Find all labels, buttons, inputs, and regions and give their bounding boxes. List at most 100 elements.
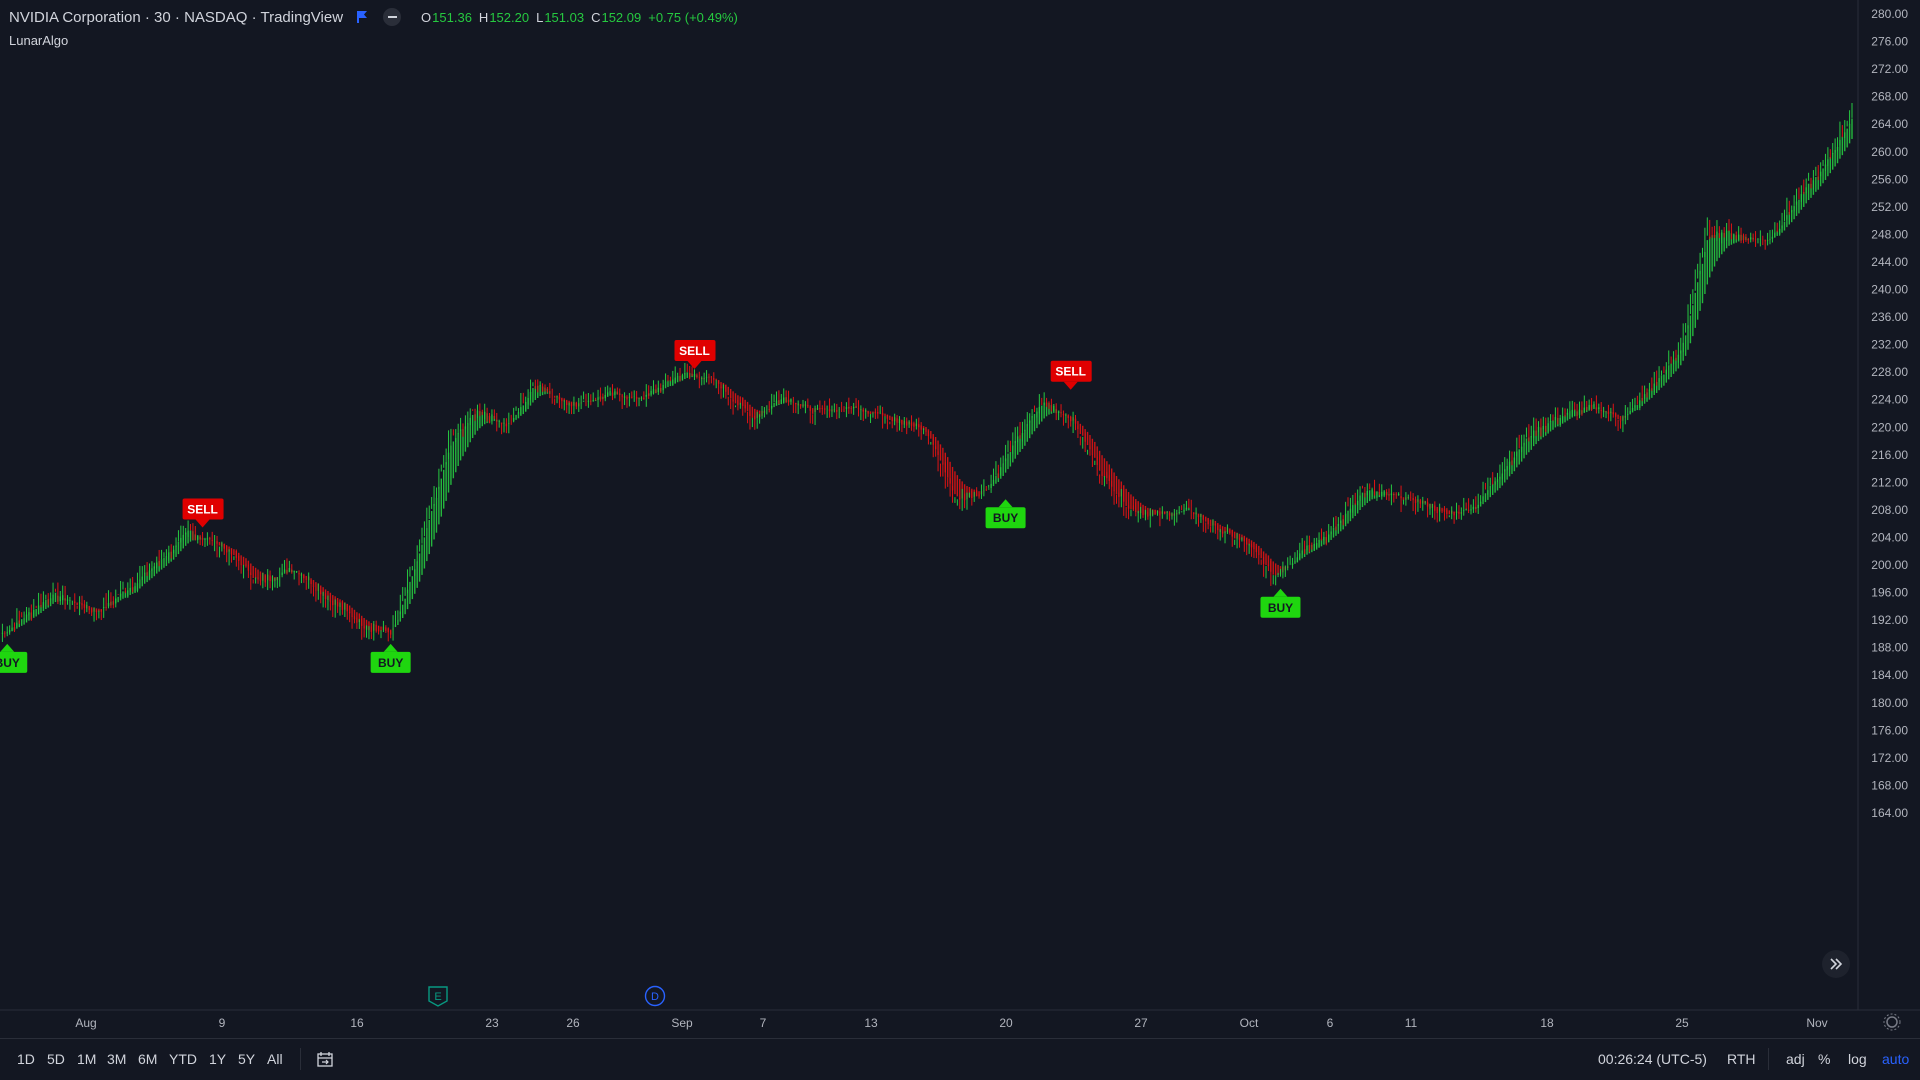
sell-signal-label: SELL bbox=[182, 498, 224, 528]
candles bbox=[1, 102, 1853, 642]
price-tick-label: 196.00 bbox=[1871, 586, 1908, 600]
range-1d-button[interactable]: 1D bbox=[17, 1051, 35, 1067]
time-tick-label: 11 bbox=[1405, 1016, 1418, 1030]
signal-labels: BUY SELL BUY SELL BUY SELL BUY bbox=[0, 340, 1301, 673]
range-all-button[interactable]: All bbox=[267, 1051, 283, 1067]
price-tick-label: 268.00 bbox=[1871, 90, 1908, 104]
time-tick-label: 6 bbox=[1327, 1016, 1334, 1030]
buy-signal-label: BUY bbox=[985, 499, 1026, 529]
svg-text:SELL: SELL bbox=[679, 344, 710, 358]
time-tick-label: Aug bbox=[75, 1016, 96, 1030]
range-1m-button[interactable]: 1M bbox=[77, 1051, 97, 1067]
toolbar-divider bbox=[1768, 1048, 1769, 1070]
price-tick-label: 188.00 bbox=[1871, 641, 1908, 655]
price-tick-label: 180.00 bbox=[1871, 696, 1908, 710]
price-tick-label: 244.00 bbox=[1871, 255, 1908, 269]
price-tick-label: 260.00 bbox=[1871, 145, 1908, 159]
price-tick-label: 200.00 bbox=[1871, 558, 1908, 572]
price-tick-label: 184.00 bbox=[1871, 668, 1908, 682]
ohlc-values: O151.36 H152.20 L151.03 C152.09 +0.75 (+… bbox=[421, 10, 738, 25]
time-tick-label: Oct bbox=[1240, 1016, 1259, 1030]
sell-signal-label: SELL bbox=[1050, 360, 1092, 390]
goto-date-icon[interactable] bbox=[316, 1050, 334, 1068]
time-tick-label: 25 bbox=[1675, 1016, 1689, 1030]
time-tick-label: 26 bbox=[566, 1016, 580, 1030]
price-tick-label: 204.00 bbox=[1871, 530, 1908, 544]
svg-text:SELL: SELL bbox=[187, 502, 218, 516]
time-tick-label: 7 bbox=[760, 1016, 767, 1030]
chart-header: NVIDIA Corporation · 30 · NASDAQ · Tradi… bbox=[9, 7, 738, 27]
svg-text:E: E bbox=[434, 991, 441, 1003]
svg-text:SELL: SELL bbox=[1055, 365, 1086, 379]
range-5d-button[interactable]: 5D bbox=[47, 1051, 65, 1067]
scroll-to-realtime-button[interactable] bbox=[1822, 950, 1850, 978]
symbol-title[interactable]: NVIDIA Corporation · 30 · NASDAQ · Tradi… bbox=[9, 8, 344, 26]
dividend-event-icon[interactable]: D bbox=[644, 985, 666, 1007]
settings-gear-icon[interactable] bbox=[1883, 1013, 1901, 1031]
ohlc-low: L151.03 bbox=[536, 9, 585, 25]
price-axis[interactable]: 280.00 276.00 272.00 268.00 264.00 260.00 256.… bbox=[1857, 0, 1908, 1010]
time-tick-label: 16 bbox=[350, 1016, 364, 1030]
price-tick-label: 264.00 bbox=[1871, 117, 1908, 131]
range-5y-button[interactable]: 5Y bbox=[238, 1051, 256, 1067]
log-toggle[interactable]: log bbox=[1848, 1051, 1867, 1067]
range-6m-button[interactable]: 6M bbox=[138, 1051, 158, 1067]
svg-text:D: D bbox=[651, 991, 659, 1003]
price-tick-label: 240.00 bbox=[1871, 283, 1908, 297]
earnings-event-icon[interactable]: E bbox=[428, 986, 448, 1007]
price-tick-label: 248.00 bbox=[1871, 227, 1908, 241]
ohlc-close: C152.09 bbox=[591, 9, 642, 25]
time-tick-label: 13 bbox=[864, 1016, 878, 1030]
price-tick-label: 280.00 bbox=[1871, 7, 1908, 21]
time-tick-label: Nov bbox=[1806, 1016, 1827, 1030]
svg-text:BUY: BUY bbox=[0, 656, 20, 670]
adj-toggle[interactable]: adj bbox=[1786, 1051, 1805, 1067]
time-tick-label: Sep bbox=[671, 1016, 693, 1030]
ohlc-open: O151.36 bbox=[421, 9, 472, 25]
price-tick-label: 252.00 bbox=[1871, 200, 1908, 214]
toolbar-divider bbox=[300, 1048, 301, 1070]
price-tick-label: 256.00 bbox=[1871, 172, 1908, 186]
session-toggle[interactable]: RTH bbox=[1727, 1051, 1756, 1067]
range-1y-button[interactable]: 1Y bbox=[209, 1051, 227, 1067]
svg-text:BUY: BUY bbox=[993, 511, 1018, 525]
price-tick-label: 224.00 bbox=[1871, 393, 1908, 407]
buy-signal-label: BUY bbox=[370, 643, 411, 673]
sell-signal-label: SELL bbox=[674, 340, 716, 370]
range-ytd-button[interactable]: YTD bbox=[169, 1051, 197, 1067]
price-tick-label: 176.00 bbox=[1871, 723, 1908, 737]
double-chevron-right-icon bbox=[1830, 958, 1843, 970]
ohlc-high: H152.20 bbox=[478, 9, 530, 25]
price-tick-label: 168.00 bbox=[1871, 778, 1908, 792]
time-tick-label: 27 bbox=[1134, 1016, 1148, 1030]
price-tick-label: 236.00 bbox=[1871, 310, 1908, 324]
time-tick-label: 9 bbox=[219, 1016, 226, 1030]
buy-signal-label: BUY bbox=[0, 643, 28, 673]
price-tick-label: 232.00 bbox=[1871, 338, 1908, 352]
range-3m-button[interactable]: 3M bbox=[107, 1051, 127, 1067]
price-tick-label: 172.00 bbox=[1871, 751, 1908, 765]
time-tick-label: 23 bbox=[485, 1016, 499, 1030]
price-tick-label: 212.00 bbox=[1871, 475, 1908, 489]
trend-ribbon bbox=[1, 118, 1853, 635]
bottom-toolbar: 1D 5D 1M 3M 6M YTD 1Y 5Y All 00:26:24 (U… bbox=[0, 1038, 1920, 1079]
time-axis[interactable]: Aug 9 16 23 26 Sep 7 13 20 27 Oct 6 11 18 25 Nov bbox=[0, 1009, 1920, 1030]
percent-toggle[interactable]: % bbox=[1818, 1051, 1831, 1067]
clock-timezone[interactable]: 00:26:24 (UTC-5) bbox=[1598, 1051, 1707, 1067]
price-tick-label: 208.00 bbox=[1871, 503, 1908, 517]
auto-toggle[interactable]: auto bbox=[1882, 1051, 1910, 1067]
minus-icon[interactable] bbox=[383, 8, 402, 26]
flag-icon[interactable] bbox=[355, 10, 369, 24]
price-tick-label: 164.00 bbox=[1871, 806, 1908, 820]
price-tick-label: 220.00 bbox=[1871, 420, 1908, 434]
time-tick-label: 20 bbox=[999, 1016, 1013, 1030]
buy-signal-label: BUY bbox=[1260, 588, 1301, 618]
price-tick-label: 192.00 bbox=[1871, 613, 1908, 627]
indicator-label[interactable]: LunarAlgo bbox=[9, 33, 69, 48]
price-tick-label: 216.00 bbox=[1871, 448, 1908, 462]
svg-text:BUY: BUY bbox=[378, 656, 403, 670]
time-tick-label: 18 bbox=[1540, 1016, 1554, 1030]
price-tick-label: 228.00 bbox=[1871, 365, 1908, 379]
